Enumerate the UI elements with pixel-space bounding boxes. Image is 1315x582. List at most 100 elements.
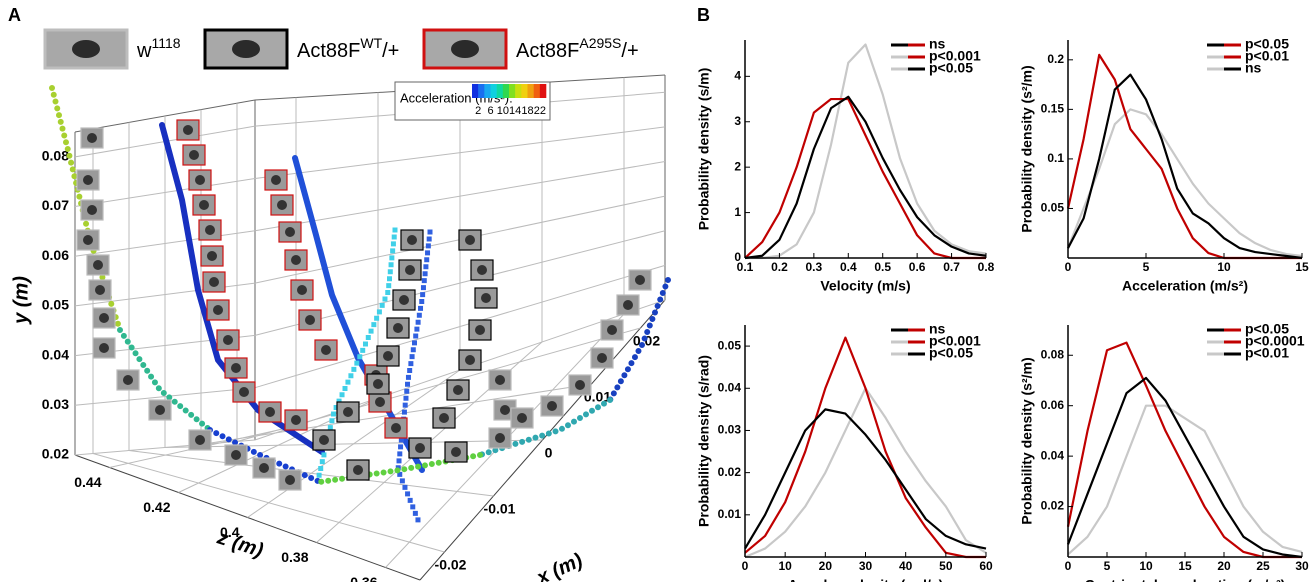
fly-thumbnail-body bbox=[575, 380, 585, 390]
fly-thumbnail-body bbox=[407, 235, 417, 245]
fly-thumbnail-body bbox=[319, 435, 329, 445]
x-tick-label: 20 bbox=[1217, 559, 1231, 573]
colorbar-tick-label: 18 bbox=[521, 105, 533, 117]
fly-thumbnail-body bbox=[207, 251, 217, 261]
x-tick-label: 10 bbox=[1139, 559, 1153, 573]
fly-thumbnail-body bbox=[259, 463, 269, 473]
fly-thumbnail-body bbox=[477, 265, 487, 275]
strain-thumbnail-fly bbox=[232, 40, 260, 58]
legend-label: p<0.05 bbox=[929, 60, 973, 76]
legend-label: p<0.001 bbox=[929, 333, 981, 349]
colorbar-tick-label: 22 bbox=[534, 105, 546, 117]
y-tick-label: 0.08 bbox=[1041, 347, 1065, 361]
y-axis-title: Probability density (s²/m) bbox=[1019, 65, 1035, 232]
fly-thumbnail-body bbox=[199, 200, 209, 210]
y-tick-label: 0.05 bbox=[1041, 201, 1065, 215]
z-tick-label: 0.4 bbox=[220, 524, 240, 540]
fly-thumbnail-body bbox=[231, 363, 241, 373]
fly-thumbnail-body bbox=[285, 227, 295, 237]
strain-label-part: /+ bbox=[621, 40, 638, 62]
fly-thumbnail-body bbox=[465, 355, 475, 365]
strain-thumbnail bbox=[43, 28, 129, 70]
colorbar-swatch bbox=[484, 84, 491, 98]
fly-thumbnail-body bbox=[223, 335, 233, 345]
y-axis-title: Probability density (s/m) bbox=[696, 68, 712, 231]
grid-line bbox=[247, 369, 461, 518]
fly-thumbnail-body bbox=[495, 375, 505, 385]
colorbar-swatch bbox=[472, 84, 479, 98]
data-line bbox=[744, 387, 987, 559]
legend-label: p<0.0001 bbox=[1245, 333, 1305, 349]
fly-thumbnail-body bbox=[195, 435, 205, 445]
x-tick-label: 0.1 bbox=[737, 260, 754, 274]
x-tick-label: 15 bbox=[1295, 260, 1309, 274]
legend-label: ns bbox=[1245, 60, 1262, 76]
fly-thumbnail-body bbox=[297, 285, 307, 295]
colorbar-tick-label: 14 bbox=[509, 105, 521, 117]
fly-thumbnail-body bbox=[475, 325, 485, 335]
colorbar-swatch bbox=[478, 84, 485, 98]
y-axis-title: Probability density (s/rad) bbox=[696, 355, 712, 527]
colorbar-swatch bbox=[515, 84, 522, 98]
y-tick-label: 0.15 bbox=[1041, 102, 1065, 116]
fly-thumbnail-body bbox=[517, 413, 527, 423]
x-tick-label: 0.3 bbox=[806, 260, 823, 274]
data-line bbox=[745, 43, 987, 260]
fly-thumbnail-body bbox=[451, 447, 461, 457]
fly-thumbnail-body bbox=[399, 295, 409, 305]
fly-thumbnail-body bbox=[291, 255, 301, 265]
x-tick-label: 60 bbox=[979, 559, 993, 573]
z-tick-label: 0.36 bbox=[350, 574, 377, 582]
x-tick-label: 0.7 bbox=[943, 260, 960, 274]
data-line bbox=[744, 97, 986, 260]
fly-thumbnail-body bbox=[99, 313, 109, 323]
x-tick-label: 40 bbox=[899, 559, 913, 573]
strain-label: Act88FA295S/+ bbox=[516, 35, 639, 63]
x-axis-title: x (m) bbox=[532, 549, 586, 582]
x-tick-label: 30 bbox=[1295, 559, 1309, 573]
strain-label: w1118 bbox=[136, 35, 181, 63]
y-tick-label: 0.03 bbox=[42, 396, 69, 412]
fly-thumbnail-body bbox=[321, 345, 331, 355]
data-line bbox=[744, 336, 986, 559]
data-line bbox=[1066, 108, 1303, 258]
data-line bbox=[1067, 73, 1303, 260]
fly-thumbnail-body bbox=[95, 285, 105, 295]
fly-thumbnail-body bbox=[415, 443, 425, 453]
y-tick-label: 0.02 bbox=[1041, 499, 1065, 513]
fly-thumbnail-body bbox=[547, 401, 557, 411]
y-tick-label: 0.02 bbox=[42, 446, 69, 462]
colorbar-swatch bbox=[533, 84, 541, 98]
colorbar-swatch bbox=[490, 84, 497, 98]
x-tick-label: 20 bbox=[819, 559, 833, 573]
strain-label-part: A295S bbox=[579, 35, 621, 51]
fly-thumbnail-body bbox=[189, 150, 199, 160]
fly-thumbnail-body bbox=[213, 305, 223, 315]
legend-label: p<0.05 bbox=[1245, 36, 1289, 52]
fly-thumbnail-body bbox=[205, 225, 215, 235]
y-tick-label: 0.01 bbox=[718, 507, 742, 521]
fly-thumbnail-body bbox=[597, 353, 607, 363]
x-tick-label: 0.5 bbox=[874, 260, 891, 274]
panel-label: B bbox=[697, 5, 710, 25]
fly-thumbnail-body bbox=[405, 265, 415, 275]
fly-thumbnail-body bbox=[305, 315, 315, 325]
fly-thumbnail-body bbox=[231, 450, 241, 460]
z-tick-label: 0.38 bbox=[281, 549, 308, 565]
colorbar-tick-label: 6 bbox=[487, 105, 493, 117]
data-line bbox=[1066, 341, 1302, 559]
x-tick-label: 0.4 bbox=[840, 260, 857, 274]
fly-thumbnail-body bbox=[239, 387, 249, 397]
legend-label: ns bbox=[929, 321, 946, 337]
strain-label-part: w bbox=[136, 40, 152, 62]
fly-thumbnail-body bbox=[343, 407, 353, 417]
fly-thumbnail-body bbox=[285, 475, 295, 485]
data-line bbox=[744, 408, 987, 550]
y-tick-label: 3 bbox=[734, 114, 741, 128]
fly-thumbnail-body bbox=[623, 300, 633, 310]
legend-label: p<0.01 bbox=[1245, 345, 1289, 361]
fly-thumbnail-body bbox=[87, 205, 97, 215]
x-axis-title: Centripetal acceleration (m/s²) bbox=[1085, 577, 1286, 582]
colorbar-swatch bbox=[539, 84, 547, 98]
fly-thumbnail-body bbox=[183, 125, 193, 135]
